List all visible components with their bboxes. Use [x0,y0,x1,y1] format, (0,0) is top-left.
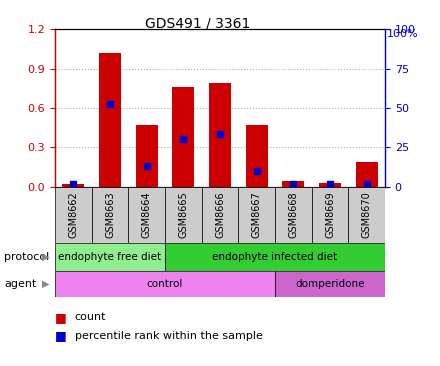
Bar [165,243,385,271]
Text: control: control [147,279,183,289]
Text: endophyte infected diet: endophyte infected diet [213,252,337,262]
Text: domperidone: domperidone [295,279,365,289]
Point [326,181,334,187]
Point [180,137,187,142]
Text: GSM8664: GSM8664 [142,192,152,238]
Text: GDS491 / 3361: GDS491 / 3361 [145,16,251,30]
Point [143,163,150,169]
Text: ■: ■ [55,311,67,324]
Bar [55,243,165,271]
Bar [99,53,121,187]
Bar [136,125,158,187]
Text: percentile rank within the sample: percentile rank within the sample [75,330,263,341]
Point [216,131,224,137]
Bar [312,187,348,243]
Text: agent: agent [4,279,37,289]
Point [70,181,77,187]
Bar [92,187,128,243]
Bar [128,187,165,243]
Text: GSM8668: GSM8668 [288,192,298,238]
Bar [348,187,385,243]
Bar [55,187,92,243]
Bar [172,87,194,187]
Text: GSM8670: GSM8670 [362,192,372,238]
Bar [246,125,268,187]
Text: GSM8662: GSM8662 [68,192,78,238]
Bar [356,162,378,187]
Bar [202,187,238,243]
Text: GSM8666: GSM8666 [215,192,225,238]
Bar [62,184,84,187]
Text: GSM8663: GSM8663 [105,192,115,238]
Bar [238,187,275,243]
Bar [165,187,202,243]
Text: ■: ■ [55,329,67,342]
Bar [282,182,304,187]
Text: GSM8667: GSM8667 [252,192,262,238]
Point [290,181,297,187]
Text: endophyte free diet: endophyte free diet [59,252,161,262]
Point [106,101,114,107]
Bar [209,83,231,187]
Bar [275,187,312,243]
Point [253,168,260,174]
Point [363,181,370,187]
Text: protocol: protocol [4,252,50,262]
Text: ▶: ▶ [42,279,50,289]
Text: GSM8669: GSM8669 [325,192,335,238]
Text: 100%: 100% [387,29,419,39]
Text: count: count [75,312,106,322]
Bar [275,271,385,297]
Bar [319,183,341,187]
Bar [55,271,275,297]
Text: GSM8665: GSM8665 [178,192,188,238]
Text: ▶: ▶ [42,252,50,262]
